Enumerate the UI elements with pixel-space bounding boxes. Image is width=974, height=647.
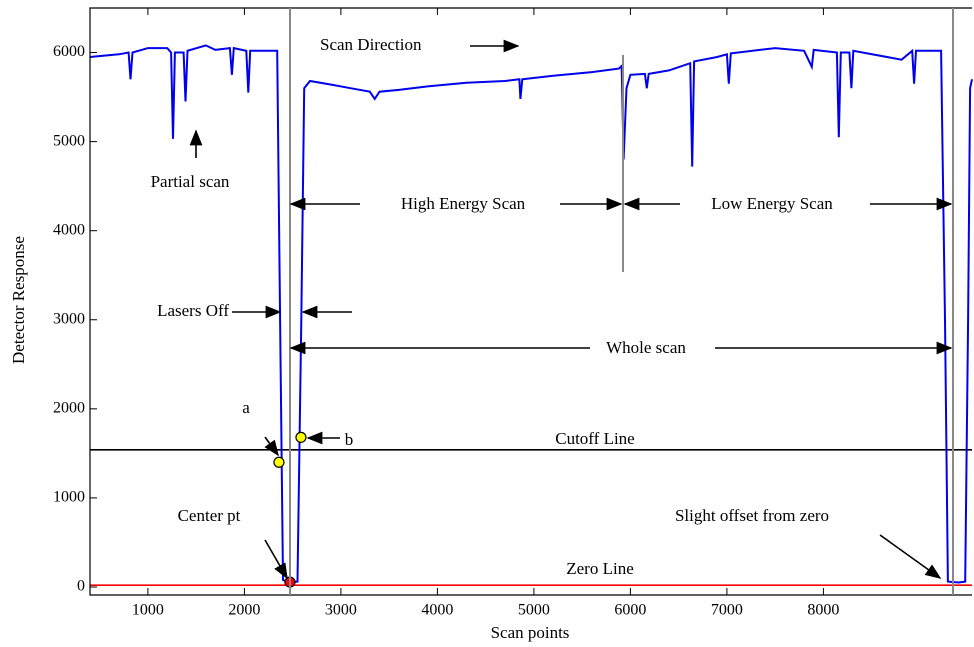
x-tick-label: 8000 <box>807 602 839 619</box>
signal-line <box>89 44 973 584</box>
y-tick-label: 2000 <box>53 400 85 417</box>
axis-frame <box>89 7 972 596</box>
arrows <box>189 39 953 580</box>
annotation: Zero Line <box>566 559 634 578</box>
y-tick-label: 5000 <box>53 132 85 149</box>
annotation: High Energy Scan <box>401 194 526 213</box>
annotation: Partial scan <box>151 172 230 191</box>
y-tick-label: 6000 <box>53 43 85 60</box>
marker-point <box>295 431 307 443</box>
annotation: Lasers Off <box>157 301 229 320</box>
annotation: Center pt <box>178 506 241 525</box>
annotation: Scan Direction <box>320 35 422 54</box>
y-tick-label: 4000 <box>53 221 85 238</box>
x-tick-label: 5000 <box>518 602 550 619</box>
x-axis-label: Scan points <box>491 623 570 642</box>
x-tick-label: 1000 <box>132 602 164 619</box>
x-tick-label: 3000 <box>325 602 357 619</box>
reference-lines <box>289 8 954 595</box>
annotation: Cutoff Line <box>555 429 634 448</box>
marker-point <box>273 456 285 468</box>
annotation: b <box>345 430 354 449</box>
y-tick-label: 3000 <box>53 310 85 327</box>
y-axis-label: Detector Response <box>9 236 28 364</box>
y-tick-label: 0 <box>77 578 85 595</box>
y-tick-label: 1000 <box>53 489 85 506</box>
x-tick-label: 2000 <box>228 602 260 619</box>
annotation: Slight offset from zero <box>675 506 829 525</box>
x-tick-label: 4000 <box>421 602 453 619</box>
x-tick-label: 6000 <box>614 602 646 619</box>
annotation: Whole scan <box>606 338 686 357</box>
annotation: a <box>242 398 250 417</box>
annotation: Low Energy Scan <box>711 194 833 213</box>
x-tick-label: 7000 <box>711 602 743 619</box>
